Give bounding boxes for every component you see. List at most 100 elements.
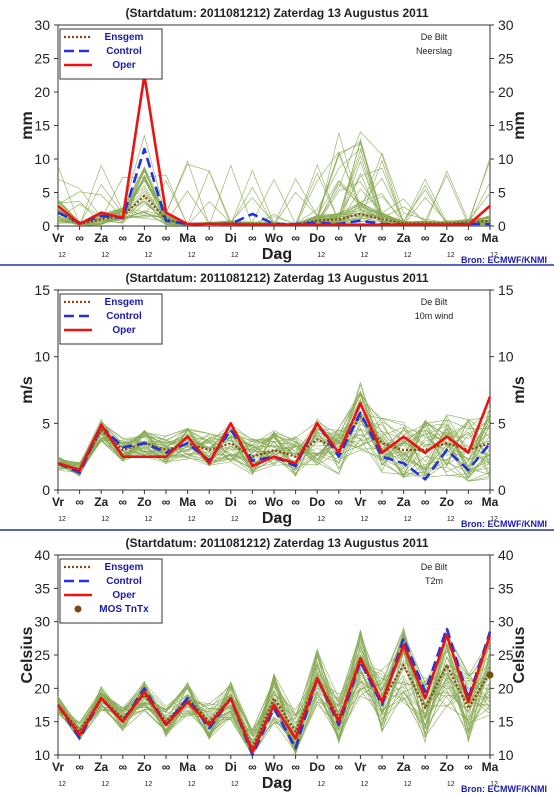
x-tick-label: Do — [309, 495, 325, 509]
station-label: De Bilt — [421, 297, 448, 307]
variable-label: Neerslag — [416, 46, 452, 56]
x-tick-label: Zo — [439, 760, 454, 774]
hour-label: 12 — [361, 781, 369, 788]
x-tick-label: Di — [225, 231, 237, 245]
x-tick-label: Za — [397, 760, 411, 774]
x-tick-label: ∞ — [248, 231, 257, 245]
station-label: De Bilt — [421, 32, 448, 42]
y-tick-label: 10 — [34, 349, 50, 365]
hour-label: 12 — [317, 516, 325, 523]
x-tick-label: Di — [225, 495, 237, 509]
hour-label: 12 — [490, 516, 498, 523]
legend-entry: Control — [106, 46, 142, 57]
source-label: Bron: ECMWF/KNMI — [461, 255, 547, 265]
x-tick-label: Wo — [265, 760, 283, 774]
x-tick-label: ∞ — [378, 231, 387, 245]
hour-label: 12 — [145, 516, 153, 523]
y-tick-label: 30 — [34, 17, 50, 33]
mos-point — [486, 671, 494, 679]
precipitation-chart: (Startdatum: 2011081212) Zaterdag 13 Aug… — [19, 6, 547, 265]
series-line-control — [57, 411, 492, 481]
ensemble-member-line — [57, 647, 491, 743]
y-axis-label-right: m/s — [511, 376, 528, 404]
hour-label: 12 — [231, 781, 239, 788]
x-tick-label: Vr — [52, 760, 64, 774]
x-tick-label: ∞ — [421, 495, 430, 509]
x-tick-label: ∞ — [205, 495, 214, 509]
hour-label: 12 — [58, 781, 66, 788]
y-tick-label-right: 10 — [498, 747, 514, 763]
legend-entry: MOS TnTx — [99, 604, 149, 615]
x-tick-label: Za — [94, 495, 108, 509]
hour-label: 12 — [274, 252, 282, 259]
legend-entry: Ensgem — [105, 297, 144, 308]
ensemble-member-line — [57, 418, 491, 471]
y-tick-label-right: 30 — [498, 17, 514, 33]
x-tick-label: ∞ — [464, 495, 473, 509]
x-tick-label: ∞ — [291, 495, 300, 509]
x-tick-label: Vr — [354, 231, 366, 245]
y-axis-label-right: mm — [511, 111, 528, 139]
temperature-chart: (Startdatum: 2011081212) Zaterdag 13 Aug… — [19, 536, 547, 794]
x-tick-label: ∞ — [119, 495, 128, 509]
y-tick-label-right: 20 — [498, 680, 514, 696]
hour-label: 12 — [231, 252, 239, 259]
x-tick-label: ∞ — [205, 760, 214, 774]
series-line-ensgem — [57, 194, 491, 226]
x-tick-label: ∞ — [162, 760, 171, 774]
x-tick-label: Za — [397, 231, 411, 245]
x-tick-label: ∞ — [75, 231, 84, 245]
hour-label: 12 — [188, 781, 196, 788]
y-tick-label-right: 15 — [498, 714, 514, 730]
x-tick-label: Do — [309, 760, 325, 774]
x-tick-label: Vr — [52, 231, 64, 245]
x-tick-label: ∞ — [421, 760, 430, 774]
series-line-ensgem — [57, 660, 491, 750]
ensemble-member-line — [57, 633, 491, 744]
ensemble-member-line — [57, 418, 491, 479]
chart-title: (Startdatum: 2011081212) Zaterdag 13 Aug… — [125, 536, 428, 550]
x-tick-label: ∞ — [162, 495, 171, 509]
y-tick-label-right: 35 — [498, 580, 514, 596]
variable-label: 10m wind — [415, 311, 454, 321]
hour-label: 12 — [490, 252, 498, 259]
x-tick-label: ∞ — [335, 231, 344, 245]
x-tick-label: Ma — [482, 231, 499, 245]
x-tick-label: Wo — [265, 495, 283, 509]
x-tick-label: Za — [94, 760, 108, 774]
hour-label: 12 — [361, 252, 369, 259]
ensemble-member-line — [57, 415, 491, 479]
y-tick-label: 40 — [34, 547, 50, 563]
x-tick-label: ∞ — [378, 760, 387, 774]
x-tick-label: Di — [225, 760, 237, 774]
x-tick-label: ∞ — [291, 231, 300, 245]
hour-label: 12 — [274, 516, 282, 523]
x-tick-label: ∞ — [119, 231, 128, 245]
x-tick-label: ∞ — [205, 231, 214, 245]
y-tick-label: 15 — [34, 282, 50, 298]
y-tick-label-right: 25 — [498, 51, 514, 67]
y-tick-label-right: 10 — [498, 349, 514, 365]
series-line-oper — [57, 396, 492, 472]
x-tick-label: ∞ — [335, 760, 344, 774]
hour-label: 12 — [58, 252, 66, 259]
y-tick-label: 5 — [42, 415, 50, 431]
legend-entry: Oper — [112, 325, 135, 336]
y-tick-label-right: 20 — [498, 84, 514, 100]
y-axis-label: Celsius — [19, 626, 36, 683]
y-tick-label-right: 10 — [498, 151, 514, 167]
x-tick-label: Za — [94, 231, 108, 245]
ensemble-member-line — [57, 404, 491, 482]
hour-label: 12 — [101, 516, 109, 523]
x-tick-label: Ma — [179, 231, 196, 245]
hour-label: 12 — [447, 516, 455, 523]
station-label: De Bilt — [421, 562, 448, 572]
x-tick-label: Vr — [354, 760, 366, 774]
y-tick-label: 25 — [34, 51, 50, 67]
hour-label: 12 — [317, 781, 325, 788]
x-tick-label: ∞ — [75, 760, 84, 774]
legend-entry: Ensgem — [105, 562, 144, 573]
x-tick-label: ∞ — [119, 760, 128, 774]
x-tick-label: Ma — [482, 495, 499, 509]
